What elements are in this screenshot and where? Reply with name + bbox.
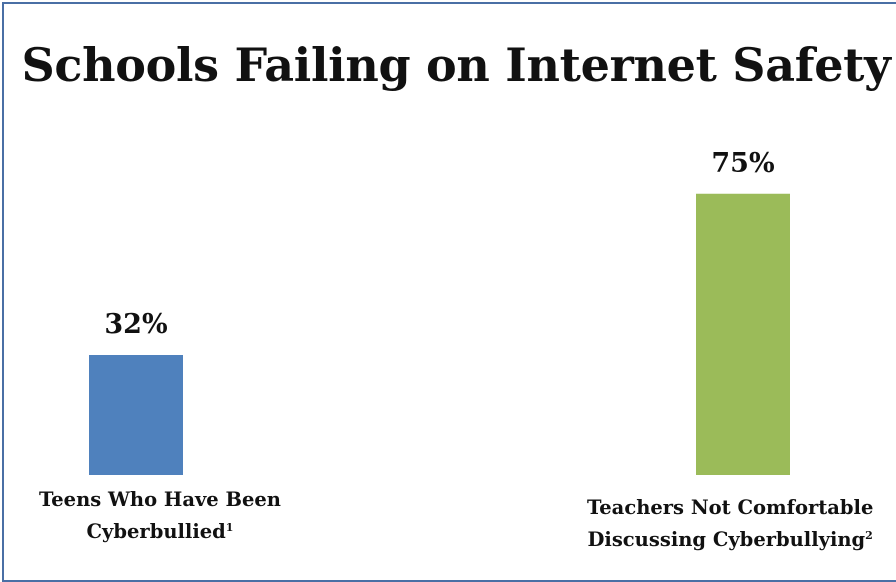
footnote-marker: 2 (865, 529, 873, 542)
bar-teens-cyberbullied (89, 355, 183, 475)
data-label-teachers-not-comfortable: 75% (711, 148, 774, 179)
category-label-teachers-not-comfortable: Teachers Not Comfortable Discussing Cybe… (587, 494, 873, 554)
category-label-line-2: Discussing Cyberbullying (587, 528, 866, 551)
category-label-teens-cyberbullied: Teens Who Have Been Cyberbullied1 (39, 486, 281, 546)
data-label-teens-cyberbullied: 32% (104, 309, 167, 340)
category-label-line-1: Teens Who Have Been (39, 488, 281, 511)
bar-teachers-not-comfortable (696, 193, 790, 475)
chart-title: Schools Failing on Internet Safety (21, 38, 891, 92)
category-label-line-1: Teachers Not Comfortable (587, 496, 874, 519)
footnote-marker: 1 (225, 521, 234, 534)
category-label-line-2: Cyberbullied (86, 520, 226, 543)
